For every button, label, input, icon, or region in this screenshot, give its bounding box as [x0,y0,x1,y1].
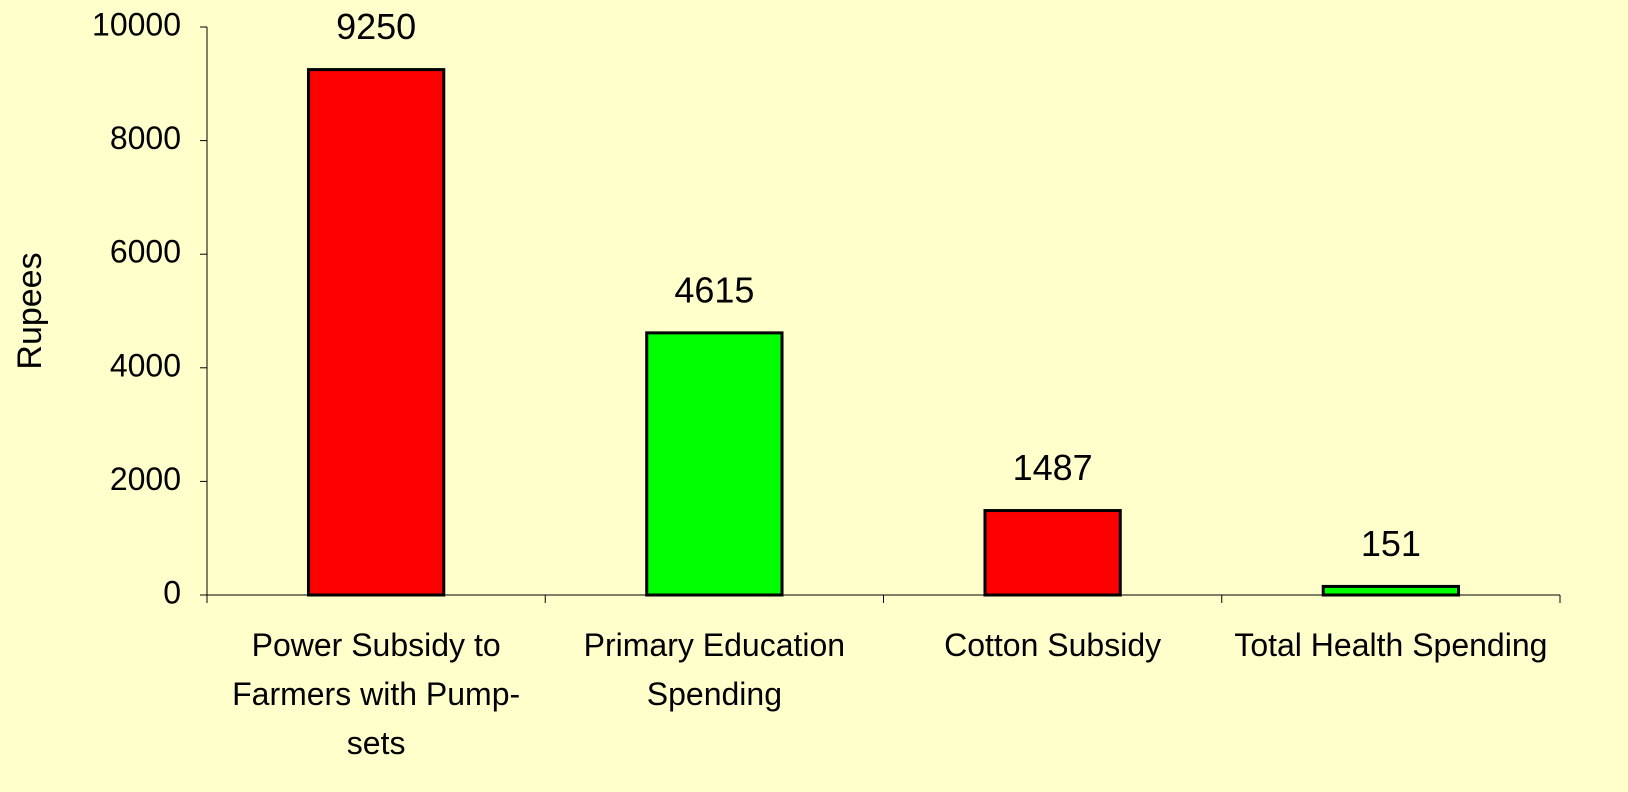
bar [645,331,784,597]
y-tick-label: 10000 [92,6,181,42]
bar [983,509,1122,597]
x-tick-label: Total Health Spending [1234,627,1548,663]
y-tick-label: 2000 [110,461,181,497]
x-tick-label: Cotton Subsidy [944,627,1162,663]
y-tick-label: 8000 [110,120,181,156]
bar [306,68,446,597]
x-tick-label: Power Subsidy to Farmers with Pump-sets [232,627,521,761]
y-tick-label: 0 [163,574,181,610]
value-label: 1487 [1013,447,1093,488]
y-tick-label: 6000 [110,234,181,270]
x-tick-label: Primary Education Spending [583,627,846,712]
bar [1321,584,1461,597]
y-tick-label: 4000 [110,347,181,383]
value-label: 4615 [674,269,754,310]
y-axis-label: Rupees [11,252,49,369]
value-label: 9250 [336,6,416,47]
value-label: 151 [1361,523,1421,564]
